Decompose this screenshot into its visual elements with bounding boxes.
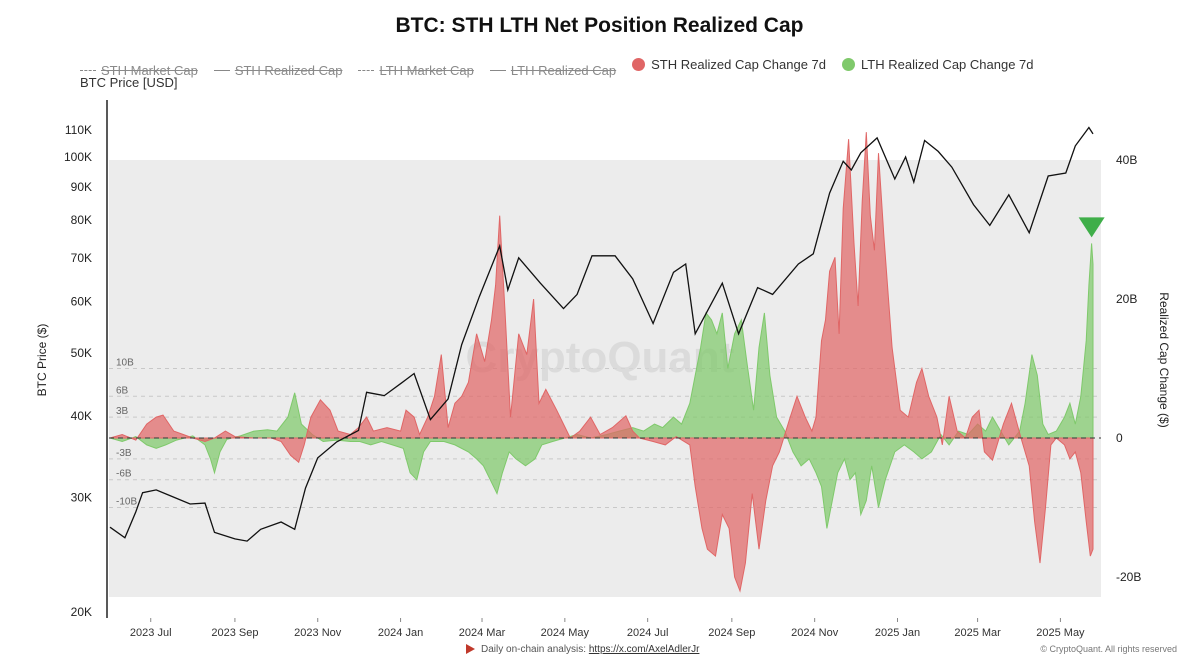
left-tick-label-0: 110K	[65, 123, 92, 137]
legend: STH Market Cap STH Realized Cap LTH Market…	[80, 54, 1160, 80]
marker-triangle-icon	[1078, 217, 1105, 238]
x-tick-label-10: 2025 Mar	[954, 627, 1001, 639]
footer-copyright: © CryptoQuant. All rights reserved	[1040, 644, 1177, 654]
right-tick-label-3: -20B	[1116, 570, 1141, 584]
legend-label: LTH Market Cap	[379, 62, 474, 78]
x-tick-label-4: 2024 Mar	[459, 627, 506, 639]
legend-dash	[80, 69, 96, 71]
legend-item-btc-price[interactable]: BTC Price [USD]	[80, 75, 178, 90]
x-tick-label-2: 2023 Nov	[294, 627, 342, 639]
footer-link[interactable]: https://x.com/AxelAdlerJr	[588, 644, 700, 655]
guide-label-2: 3B	[116, 406, 129, 417]
left-tick-label-8: 30K	[71, 490, 92, 504]
left-tick-label-7: 40K	[71, 409, 92, 423]
legend-item-4[interactable]: STH Realized Cap Change 7d	[632, 54, 826, 74]
guide-label-3: -3B	[116, 448, 132, 459]
x-tick-label-0: 2023 Jul	[130, 627, 172, 639]
x-tick-label-7: 2024 Sep	[708, 627, 755, 639]
left-tick-label-1: 100K	[64, 150, 92, 164]
legend-label: LTH Realized Cap Change 7d	[861, 56, 1034, 72]
left-tick-label-4: 70K	[71, 251, 92, 265]
footer-text: Daily on-chain analysis:	[481, 644, 587, 655]
legend-item-5[interactable]: LTH Realized Cap Change 7d	[842, 54, 1034, 74]
left-tick-label-6: 50K	[71, 346, 92, 360]
x-tick-label-3: 2024 Jan	[378, 627, 423, 639]
flag-icon	[466, 644, 475, 655]
legend-label-btc-price: BTC Price [USD]	[80, 75, 178, 90]
right-tick-label-2: 0	[1116, 431, 1123, 445]
guide-label-1: 6B	[116, 385, 129, 396]
legend-dot	[842, 57, 856, 71]
guide-label-0: 10B	[116, 358, 134, 369]
legend-label: LTH Realized Cap	[510, 62, 617, 78]
left-tick-label-3: 80K	[71, 213, 92, 227]
x-tick-label-11: 2025 May	[1036, 627, 1085, 639]
right-tick-label-1: 20B	[1116, 292, 1137, 306]
chart-title: BTC: STH LTH Net Position Realized Cap	[395, 14, 804, 37]
sth-area	[109, 132, 1094, 593]
right-axis-title: Realized Cap Change ($)	[1157, 292, 1171, 427]
x-tick-label-9: 2025 Jan	[875, 627, 920, 639]
x-tick-label-5: 2024 May	[541, 627, 590, 639]
legend-label: STH Realized Cap Change 7d	[651, 56, 827, 72]
watermark: CryptoQuant	[466, 333, 735, 382]
left-tick-label-9: 20K	[71, 605, 92, 619]
x-tick-label-8: 2024 Nov	[791, 627, 839, 639]
btc-price-line	[109, 126, 1094, 542]
legend-label: STH Market Cap	[101, 62, 198, 78]
guide-label-4: -6B	[116, 469, 132, 480]
legend-item-2[interactable]: LTH Market Cap	[358, 60, 474, 80]
legend-dot	[632, 57, 646, 71]
left-tick-label-2: 90K	[71, 180, 92, 194]
legend-line	[213, 69, 230, 71]
left-tick-label-5: 60K	[71, 294, 92, 308]
legend-item-3[interactable]: LTH Realized Cap	[489, 60, 617, 80]
x-tick-label-6: 2024 Jul	[627, 627, 669, 639]
legend-line	[489, 69, 506, 71]
left-axis-title: BTC Price ($)	[35, 324, 49, 397]
legend-item-0[interactable]: STH Market Cap	[80, 60, 198, 80]
right-tick-label-0: 40B	[1116, 153, 1137, 167]
chart-svg: 10B 6B 3B -3B -6B -10B CryptoQuant 110K 100K 90K 8…	[35, 100, 1171, 639]
x-tick-label-1: 2023 Sep	[211, 627, 258, 639]
legend-item-1[interactable]: STH Realized Cap	[213, 60, 343, 80]
legend-label: STH Realized Cap	[234, 62, 343, 78]
legend-dash	[358, 69, 375, 71]
footer-credit-left: Daily on-chain analysis: https://x.com/A…	[466, 644, 699, 655]
guide-label-5: -10B	[116, 497, 137, 508]
